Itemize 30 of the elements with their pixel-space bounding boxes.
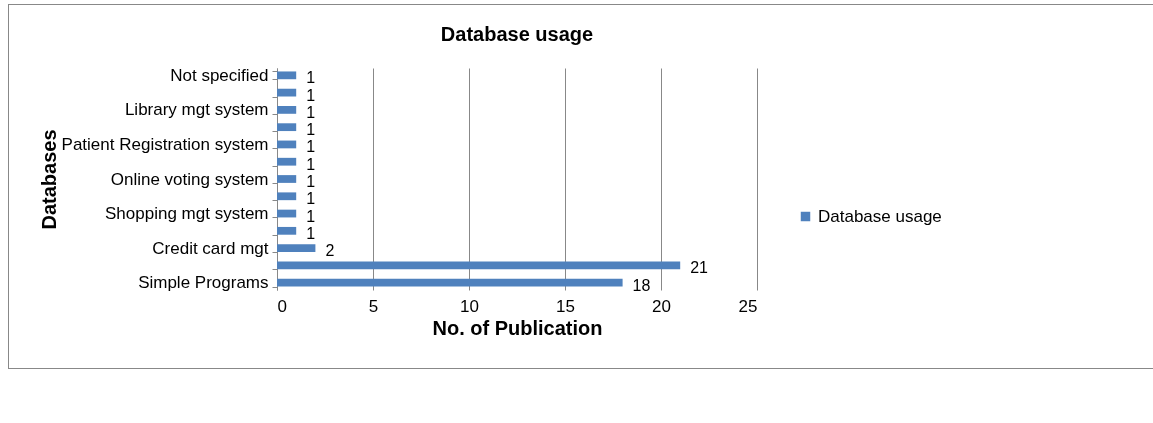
x-tick-label: 25 xyxy=(738,296,758,316)
y-axis-title: Databases xyxy=(37,129,60,230)
data-label: 1 xyxy=(306,69,316,87)
y-tick-label: Library mgt system xyxy=(124,100,269,120)
data-label: 1 xyxy=(306,155,316,173)
x-tick-label: 5 xyxy=(368,296,379,316)
data-label: 1 xyxy=(306,121,316,139)
data-label: 1 xyxy=(306,103,316,121)
x-tick-label: 10 xyxy=(460,296,479,316)
data-label: 1 xyxy=(306,224,316,242)
y-tick-label: Simple Programs xyxy=(138,273,269,293)
data-label: 1 xyxy=(306,138,316,156)
x-tick-label: 0 xyxy=(277,296,287,316)
data-label: 1 xyxy=(306,207,316,225)
y-tick-label: Not specified xyxy=(170,65,269,85)
data-label: 1 xyxy=(306,86,316,104)
chart-title: Database usage xyxy=(440,23,594,45)
data-label: 21 xyxy=(690,259,709,277)
y-tick-label: Credit card mgt xyxy=(152,238,269,258)
y-tick-label: Patient Registration system xyxy=(61,134,269,154)
x-tick-label: 20 xyxy=(652,296,671,316)
data-label: 18 xyxy=(632,276,651,294)
data-label: 1 xyxy=(306,173,316,190)
x-tick-label: 15 xyxy=(556,296,575,316)
legend-label: Database usage xyxy=(818,206,942,226)
y-tick-label: Online voting system xyxy=(110,169,269,189)
data-label: 2 xyxy=(325,242,335,260)
y-tick-label: Shopping mgt system xyxy=(105,204,269,224)
data-label: 1 xyxy=(306,190,316,208)
x-axis-title: No. of Publication xyxy=(432,316,603,339)
